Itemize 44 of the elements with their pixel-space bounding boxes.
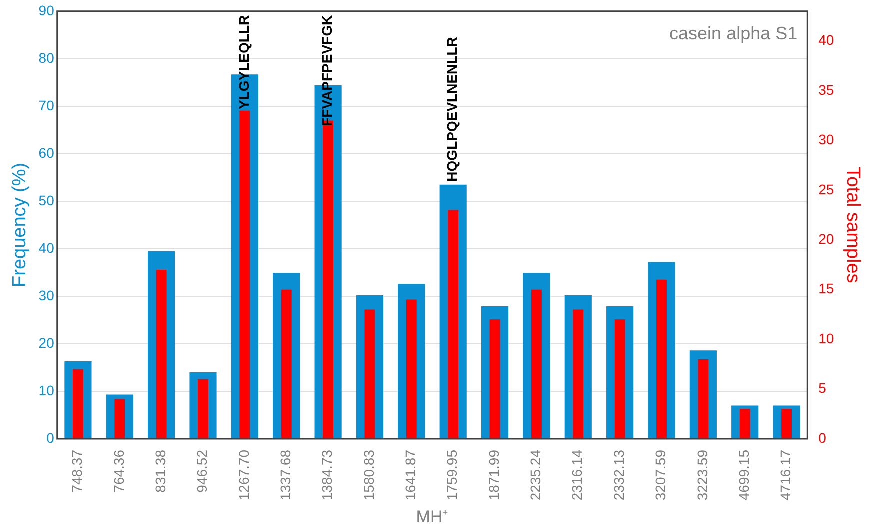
annotation: FFVAPFPEVFGK xyxy=(319,15,336,126)
x-tick-label: 831.38 xyxy=(152,450,168,493)
annotation: casein alpha S1 xyxy=(670,23,798,44)
y-tick-label: 80 xyxy=(38,50,55,66)
y2-axis-title: Total samples xyxy=(842,167,864,284)
x-tick-label: 4716.17 xyxy=(778,450,794,501)
y2-tick-label: 30 xyxy=(818,132,834,148)
y2-tick-label: 5 xyxy=(818,380,827,396)
y-axis-title: Frequency (%) xyxy=(10,162,31,288)
x-tick-label: 1580.83 xyxy=(360,450,377,501)
y-tick-label: 70 xyxy=(38,97,55,114)
x-tick-label: 1337.68 xyxy=(277,450,294,501)
y2-tick-label: 20 xyxy=(818,230,834,247)
y-tick-label: 20 xyxy=(38,334,55,351)
annotation: YLGYLEQLLR xyxy=(236,15,252,110)
x-tick-label: 3223.59 xyxy=(694,450,710,501)
y2-tick-label: 25 xyxy=(818,181,834,198)
x-tick-label: 1759.95 xyxy=(444,450,460,501)
x-axis-title: MH⁺ xyxy=(416,507,449,526)
annotation: HQGLPQEVLNENLLR xyxy=(444,37,460,182)
x-tick-label: 2316.14 xyxy=(569,450,586,501)
y2-tick-label: 0 xyxy=(818,430,827,446)
y2-tick-label: 35 xyxy=(818,82,834,98)
x-tick-label: 946.52 xyxy=(194,450,210,493)
x-tick-label: 1267.70 xyxy=(236,450,252,501)
y-tick-label: 30 xyxy=(38,287,55,304)
y2-tick-label: 10 xyxy=(818,330,834,346)
x-tick-label: 748.37 xyxy=(69,450,86,493)
x-tick-label: 1641.87 xyxy=(402,450,419,501)
y2-tick-label: 40 xyxy=(818,32,834,48)
x-tick-label: 2235.24 xyxy=(528,450,544,501)
x-tick-label: 2332.13 xyxy=(610,450,627,501)
y2-tick-label: 15 xyxy=(818,280,834,297)
y-tick-label: 50 xyxy=(38,192,55,208)
x-tick-label: 3207.59 xyxy=(652,450,669,501)
x-tick-label: 4699.15 xyxy=(736,450,752,501)
x-tick-label: 1871.99 xyxy=(486,450,502,501)
x-tick-label: 764.36 xyxy=(110,450,127,493)
x-tick-label: 1384.73 xyxy=(319,450,336,501)
y-tick-label: 60 xyxy=(38,144,55,161)
y-tick-label: 0 xyxy=(46,430,55,446)
y-tick-label: 40 xyxy=(38,240,55,256)
y-tick-label: 10 xyxy=(38,382,55,398)
y-tick-label: 90 xyxy=(38,2,55,18)
